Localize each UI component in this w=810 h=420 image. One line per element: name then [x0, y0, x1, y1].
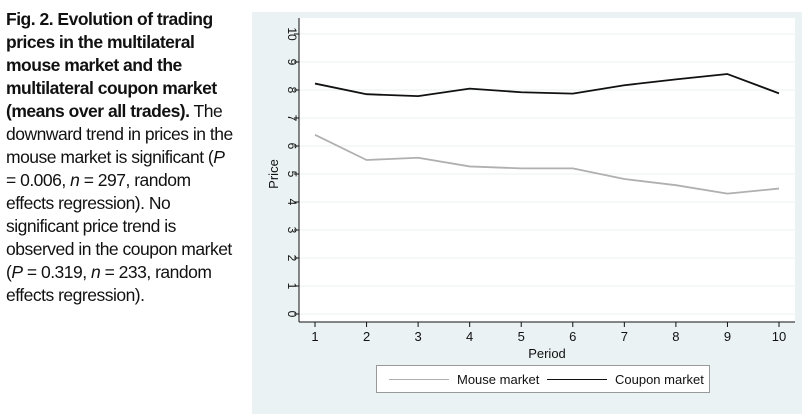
- legend-item-mouse: Mouse market: [389, 366, 539, 392]
- x-axis-title: Period: [528, 346, 566, 361]
- x-tick-label: 6: [569, 329, 576, 344]
- x-tick-label: 3: [414, 329, 421, 344]
- y-tick-label: 9: [285, 59, 299, 66]
- caption-italic-symbol: P: [11, 262, 23, 282]
- y-tick-label: 2: [285, 255, 299, 262]
- y-tick-label: 4: [285, 199, 299, 206]
- x-tick-label: 7: [621, 329, 628, 344]
- line-chart: 0 1 2 3 4 5 6 7 8 9 10 1 2 3 4 5 6 7 8 9 10 Price Period: [266, 18, 795, 361]
- y-axis-title: Price: [266, 159, 281, 189]
- chart-legend: Mouse market Coupon market: [376, 365, 710, 393]
- x-tick-label: 8: [672, 329, 679, 344]
- y-tick-label: 3: [285, 227, 299, 234]
- caption-text-run: = 233, random effects regression).: [6, 262, 212, 305]
- legend-swatch-mouse: [389, 378, 449, 380]
- x-tick-label: 1: [311, 329, 318, 344]
- caption-text-run: = 297, random effects regression). No si…: [6, 170, 232, 282]
- caption-italic-symbol: n: [70, 170, 80, 190]
- caption-italic-symbol: P: [213, 147, 225, 167]
- x-tick-label: 10: [772, 329, 786, 344]
- y-tick-label: 7: [285, 115, 299, 122]
- y-tick-label: 0: [285, 311, 299, 318]
- chart-panel: 0 1 2 3 4 5 6 7 8 9 10 1 2 3 4 5 6 7 8 9 10 Price Period Mouse…: [252, 12, 802, 414]
- figure-caption: Fig. 2. Evolution of trading prices in t…: [6, 8, 238, 307]
- caption-text-run: The downward trend in prices in the mous…: [6, 101, 233, 167]
- legend-swatch-coupon: [547, 378, 607, 380]
- x-tick-label: 9: [724, 329, 731, 344]
- caption-italic-symbol: n: [90, 262, 101, 282]
- plot-area: [299, 18, 795, 322]
- series-line-coupon: [314, 73, 780, 98]
- x-tick-label: 4: [466, 329, 473, 344]
- series-line-mouse: [314, 133, 780, 195]
- y-tick-label: 1: [285, 283, 299, 290]
- y-tick-label: 6: [285, 143, 299, 150]
- y-tick-label: 5: [285, 171, 299, 178]
- caption-bold: Fig. 2. Evolution of trading prices in t…: [6, 9, 217, 121]
- legend-label-coupon: Coupon market: [615, 371, 704, 387]
- legend-item-coupon: Coupon market: [547, 366, 704, 392]
- caption-body: The downward trend in prices in the mous…: [6, 101, 233, 305]
- y-tick-label: 10: [285, 27, 299, 41]
- legend-label-mouse: Mouse market: [457, 371, 540, 387]
- x-tick-label: 2: [363, 329, 370, 344]
- caption-text-run: = 0.319,: [22, 262, 91, 282]
- caption-text-run: = 0.006,: [6, 170, 71, 190]
- x-tick-label: 5: [518, 329, 525, 344]
- y-tick-label: 8: [285, 87, 299, 94]
